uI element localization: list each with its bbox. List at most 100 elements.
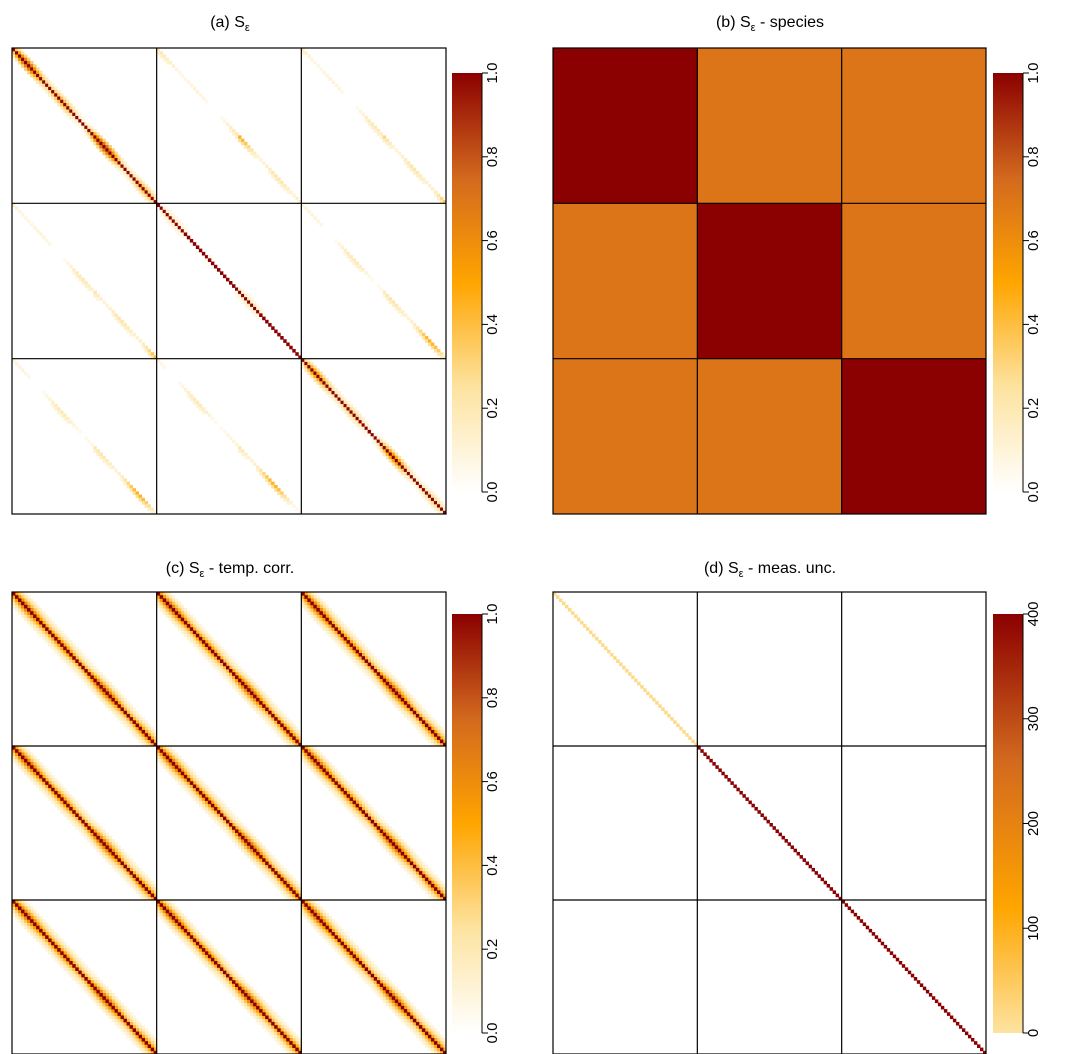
- diagonal-cell: [219, 813, 224, 817]
- band-cell: [277, 723, 281, 728]
- band-cell: [96, 832, 100, 837]
- offdiag-cell: [346, 255, 350, 259]
- offdiag-cell: [238, 297, 242, 301]
- band-cell: [123, 720, 127, 724]
- band-cell: [66, 800, 70, 805]
- offdiag-cell: [346, 400, 350, 405]
- band-cell: [319, 752, 323, 757]
- band-cell: [382, 675, 387, 680]
- offdiag-cell: [144, 193, 149, 198]
- offdiag-cell: [120, 161, 124, 165]
- diagonal-cell: [748, 800, 752, 805]
- band-cell: [433, 890, 438, 894]
- band-cell: [232, 973, 236, 978]
- band-cell: [99, 848, 103, 853]
- band-cell: [78, 649, 82, 654]
- offdiag-cell: [162, 365, 167, 369]
- band-cell: [331, 614, 335, 619]
- band-cell: [421, 864, 426, 869]
- band-cell: [75, 803, 79, 808]
- band-cell: [328, 614, 332, 619]
- band-cell: [183, 941, 188, 946]
- band-cell: [388, 672, 393, 676]
- band-cell: [141, 1041, 146, 1045]
- band-cell: [316, 758, 320, 763]
- offdiag-cell: [144, 183, 149, 188]
- band-cell: [382, 996, 387, 1000]
- offdiag-cell: [141, 501, 146, 505]
- offdiag-cell: [355, 423, 359, 428]
- band-cell: [63, 656, 67, 660]
- band-cell: [232, 823, 236, 827]
- band-cell: [409, 704, 414, 708]
- band-cell: [180, 928, 185, 933]
- diagonal-cell: [787, 842, 791, 846]
- band-cell: [337, 781, 341, 785]
- offdiag-cell: [337, 400, 341, 405]
- offdiag-cell: [174, 67, 179, 72]
- band-cell: [45, 784, 49, 789]
- band-cell: [171, 611, 176, 615]
- offdiag-cell: [430, 504, 435, 508]
- band-cell: [337, 787, 341, 792]
- offdiag-cell: [12, 51, 16, 55]
- diagonal-cell: [880, 941, 885, 946]
- band-cell: [262, 691, 266, 696]
- band-cell: [406, 855, 411, 859]
- band-cell: [310, 595, 314, 599]
- band-cell: [406, 697, 411, 702]
- band-cell: [84, 678, 88, 683]
- band-cell: [352, 810, 356, 814]
- band-cell: [78, 967, 82, 971]
- band-cell: [213, 973, 218, 978]
- band-cell: [337, 935, 341, 939]
- diagonal-cell: [322, 922, 326, 927]
- offdiag-cell: [87, 125, 91, 130]
- offdiag-cell: [295, 196, 299, 201]
- band-cell: [225, 980, 230, 984]
- offdiag-cell: [72, 115, 76, 120]
- band-cell: [120, 1018, 124, 1023]
- band-cell: [21, 598, 25, 603]
- band-cell: [36, 781, 40, 785]
- diagonal-cell: [216, 964, 221, 968]
- band-cell: [334, 925, 338, 930]
- band-cell: [328, 611, 332, 615]
- band-cell: [177, 627, 182, 631]
- band-cell: [138, 874, 142, 878]
- band-cell: [331, 938, 335, 943]
- band-cell: [216, 806, 221, 811]
- offdiag-cell: [204, 261, 209, 266]
- offdiag-cell: [361, 420, 366, 424]
- diagonal-cell: [577, 617, 581, 622]
- band-cell: [153, 1041, 158, 1045]
- band-cell: [18, 916, 22, 920]
- diagonal-cell: [138, 183, 142, 188]
- band-cell: [301, 601, 305, 606]
- offdiag-cell: [204, 258, 209, 262]
- band-cell: [108, 989, 112, 994]
- band-cell: [334, 784, 338, 789]
- band-cell: [439, 1041, 444, 1045]
- band-cell: [340, 640, 344, 644]
- band-cell: [397, 835, 402, 840]
- band-cell: [241, 983, 245, 988]
- band-cell: [364, 672, 369, 676]
- band-cell: [286, 1028, 290, 1032]
- band-cell: [96, 977, 100, 981]
- band-cell: [364, 954, 369, 959]
- band-cell: [301, 906, 305, 911]
- band-cell: [90, 832, 94, 837]
- diagonal-cell: [424, 877, 429, 882]
- offdiag-cell: [111, 158, 115, 162]
- offdiag-cell: [256, 303, 260, 308]
- band-cell: [132, 864, 136, 869]
- band-cell: [316, 620, 320, 625]
- band-cell: [250, 842, 254, 846]
- band-cell: [328, 768, 332, 773]
- diagonal-cell: [316, 608, 320, 612]
- band-cell: [355, 662, 359, 667]
- band-cell: [63, 797, 67, 801]
- band-cell: [283, 736, 287, 740]
- diagonal-cell: [433, 733, 438, 737]
